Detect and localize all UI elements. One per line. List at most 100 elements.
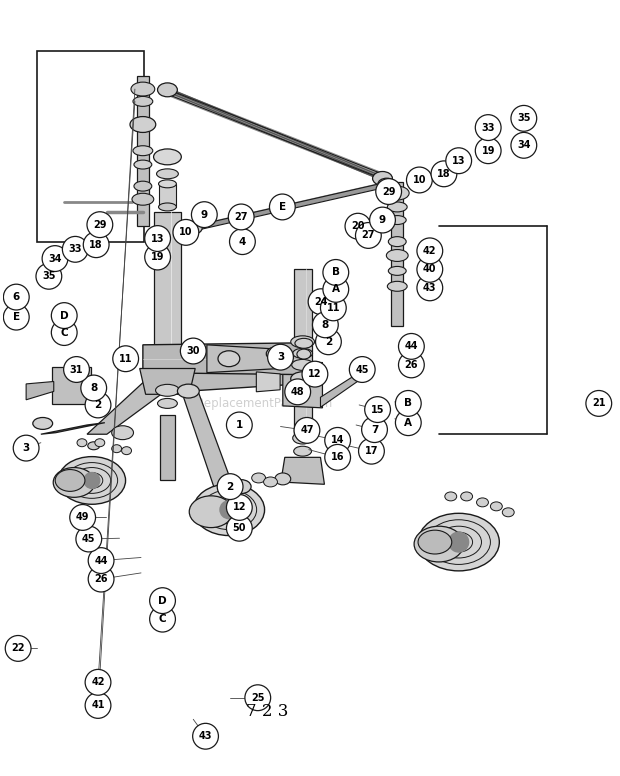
- Ellipse shape: [133, 146, 153, 156]
- Circle shape: [323, 259, 348, 286]
- Circle shape: [345, 213, 371, 239]
- Ellipse shape: [388, 216, 406, 224]
- Circle shape: [4, 304, 29, 330]
- Text: 8: 8: [322, 320, 329, 330]
- Circle shape: [173, 220, 199, 245]
- Text: D: D: [60, 310, 69, 320]
- Ellipse shape: [131, 82, 155, 96]
- Circle shape: [144, 244, 170, 270]
- Circle shape: [85, 392, 111, 417]
- Text: 35: 35: [517, 113, 531, 123]
- Circle shape: [399, 334, 424, 359]
- Ellipse shape: [134, 181, 152, 191]
- Text: 7 2 3: 7 2 3: [246, 703, 288, 720]
- Ellipse shape: [386, 250, 408, 262]
- Text: 33: 33: [482, 123, 495, 133]
- Circle shape: [308, 289, 334, 314]
- Text: 29: 29: [382, 186, 396, 196]
- Circle shape: [268, 345, 293, 370]
- Text: 12: 12: [308, 369, 322, 379]
- Text: 42: 42: [423, 246, 436, 256]
- Circle shape: [192, 202, 217, 227]
- Circle shape: [83, 232, 109, 258]
- Ellipse shape: [388, 266, 406, 275]
- Circle shape: [226, 494, 252, 521]
- Circle shape: [316, 329, 342, 355]
- Text: 3: 3: [22, 443, 30, 453]
- Circle shape: [325, 445, 350, 470]
- Text: 27: 27: [361, 230, 375, 241]
- Circle shape: [63, 237, 88, 262]
- Circle shape: [417, 256, 443, 282]
- Ellipse shape: [292, 359, 314, 370]
- Circle shape: [88, 548, 114, 573]
- Circle shape: [229, 229, 255, 255]
- Text: 30: 30: [187, 346, 200, 356]
- Text: B: B: [404, 398, 412, 408]
- Circle shape: [399, 352, 424, 378]
- Text: 29: 29: [93, 220, 107, 230]
- Circle shape: [36, 263, 62, 289]
- Circle shape: [446, 147, 472, 174]
- Circle shape: [407, 167, 432, 193]
- Ellipse shape: [112, 426, 133, 440]
- Text: 1: 1: [236, 420, 243, 430]
- Circle shape: [321, 295, 346, 320]
- Text: E: E: [279, 202, 286, 212]
- Text: 35: 35: [42, 272, 56, 281]
- Text: 45: 45: [82, 534, 95, 544]
- Text: 26: 26: [94, 574, 108, 584]
- Polygon shape: [180, 386, 239, 502]
- Circle shape: [370, 207, 396, 233]
- Ellipse shape: [130, 116, 156, 133]
- Text: 13: 13: [452, 156, 466, 166]
- Text: 8: 8: [90, 383, 97, 393]
- Circle shape: [220, 501, 238, 518]
- Text: 10: 10: [413, 175, 426, 185]
- Ellipse shape: [132, 193, 154, 205]
- Text: 11: 11: [119, 354, 133, 364]
- Ellipse shape: [177, 384, 199, 398]
- Circle shape: [358, 438, 384, 464]
- Circle shape: [396, 410, 421, 435]
- Ellipse shape: [418, 513, 499, 571]
- Ellipse shape: [133, 96, 153, 106]
- Ellipse shape: [159, 180, 176, 188]
- Circle shape: [113, 346, 138, 372]
- Polygon shape: [41, 423, 105, 435]
- Circle shape: [149, 587, 175, 614]
- Text: A: A: [332, 284, 340, 294]
- Ellipse shape: [293, 432, 312, 444]
- Circle shape: [431, 161, 457, 187]
- Circle shape: [4, 284, 29, 310]
- Circle shape: [312, 312, 339, 338]
- Ellipse shape: [445, 492, 457, 501]
- Text: 31: 31: [70, 365, 83, 375]
- Text: D: D: [158, 596, 167, 605]
- Circle shape: [5, 636, 31, 661]
- Circle shape: [87, 212, 113, 237]
- Text: 12: 12: [232, 502, 246, 512]
- Ellipse shape: [275, 473, 291, 485]
- Circle shape: [285, 379, 311, 405]
- Circle shape: [294, 417, 320, 443]
- Text: 44: 44: [405, 341, 418, 352]
- Circle shape: [84, 473, 100, 488]
- Polygon shape: [26, 382, 54, 400]
- Ellipse shape: [418, 530, 452, 554]
- Text: 17: 17: [365, 446, 378, 456]
- Ellipse shape: [53, 468, 95, 497]
- Circle shape: [64, 357, 89, 383]
- Text: 10: 10: [179, 227, 193, 237]
- Ellipse shape: [490, 502, 502, 511]
- Text: 45: 45: [355, 365, 369, 375]
- Polygon shape: [321, 372, 359, 407]
- Ellipse shape: [156, 169, 179, 178]
- Text: 40: 40: [423, 265, 436, 275]
- Circle shape: [226, 515, 252, 541]
- Circle shape: [180, 338, 206, 364]
- Polygon shape: [256, 372, 280, 392]
- Text: 26: 26: [405, 360, 418, 370]
- Circle shape: [13, 435, 39, 461]
- Polygon shape: [391, 182, 403, 327]
